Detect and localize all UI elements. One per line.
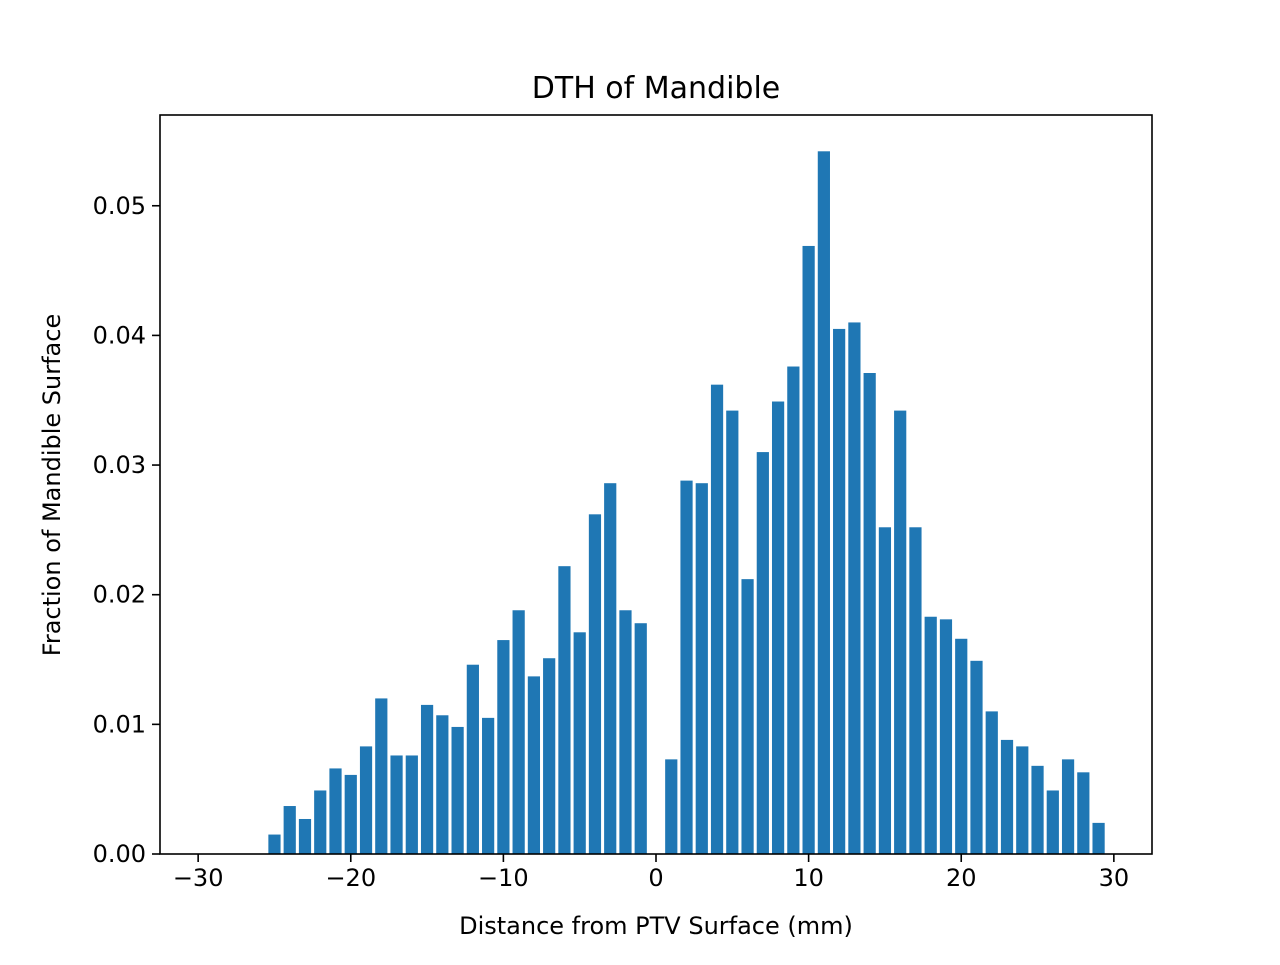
x-tick-label: 10 (793, 864, 824, 892)
bar (1000, 739, 1014, 854)
bar (863, 373, 876, 854)
bar (268, 834, 281, 854)
bar (1092, 822, 1105, 854)
bar (802, 245, 815, 854)
bar (1077, 772, 1090, 854)
bar (512, 610, 525, 854)
bar (695, 483, 708, 854)
bar (634, 623, 647, 854)
bar (771, 401, 785, 854)
bar (1061, 759, 1075, 854)
bar (680, 480, 693, 854)
bar (970, 660, 983, 854)
bar (756, 452, 769, 854)
bar (497, 640, 510, 854)
bar (909, 527, 922, 854)
bar (924, 616, 937, 854)
x-tick-label: −30 (173, 864, 224, 892)
bar (436, 715, 449, 854)
bar (390, 755, 403, 854)
bar (665, 759, 678, 854)
bar (878, 527, 892, 854)
bar (451, 726, 464, 854)
bar (710, 384, 724, 854)
bar (329, 768, 342, 854)
bars-group (268, 151, 1105, 855)
y-tick-label: 0.00 (93, 840, 146, 868)
y-axis-ticks: 0.00 0.01 0.02 0.03 0.04 0.05 (93, 192, 160, 868)
bar (420, 704, 434, 854)
x-tick-label: 30 (1099, 864, 1130, 892)
bar (405, 755, 418, 854)
bar (604, 483, 617, 854)
y-tick-label: 0.02 (93, 581, 146, 609)
bar (314, 790, 327, 854)
y-tick-label: 0.03 (93, 451, 146, 479)
bar (726, 410, 739, 854)
chart-title: DTH of Mandible (532, 71, 780, 106)
bar (741, 579, 754, 854)
bar (833, 328, 846, 854)
bar (1046, 790, 1059, 854)
bar (588, 514, 602, 854)
bar (573, 632, 586, 854)
bar (848, 322, 861, 854)
y-axis-label: Fraction of Mandible Surface (38, 314, 66, 656)
bar (359, 746, 373, 854)
x-tick-label: −20 (325, 864, 376, 892)
bar (543, 658, 556, 854)
y-tick-label: 0.05 (93, 192, 146, 220)
bar (817, 151, 830, 855)
bar (558, 566, 571, 854)
x-tick-label: −10 (478, 864, 529, 892)
bar (482, 717, 495, 854)
x-axis-ticks: −30 −20 −10 0 10 20 30 (173, 854, 1129, 892)
bar (375, 698, 388, 854)
bar (298, 818, 312, 854)
bar (283, 806, 296, 854)
x-tick-label: 20 (946, 864, 977, 892)
bar (619, 610, 632, 854)
bar (1031, 765, 1044, 854)
bar (894, 410, 907, 854)
bar (466, 664, 479, 854)
y-tick-label: 0.01 (93, 710, 146, 738)
bar (985, 711, 998, 854)
bar (787, 366, 800, 854)
y-tick-label: 0.04 (93, 321, 146, 349)
bar (527, 676, 541, 854)
bar (955, 638, 968, 854)
bar (1016, 746, 1029, 854)
x-tick-label: 0 (648, 864, 663, 892)
bar (344, 774, 357, 854)
x-axis-label: Distance from PTV Surface (mm) (459, 912, 853, 940)
bar (939, 619, 953, 854)
